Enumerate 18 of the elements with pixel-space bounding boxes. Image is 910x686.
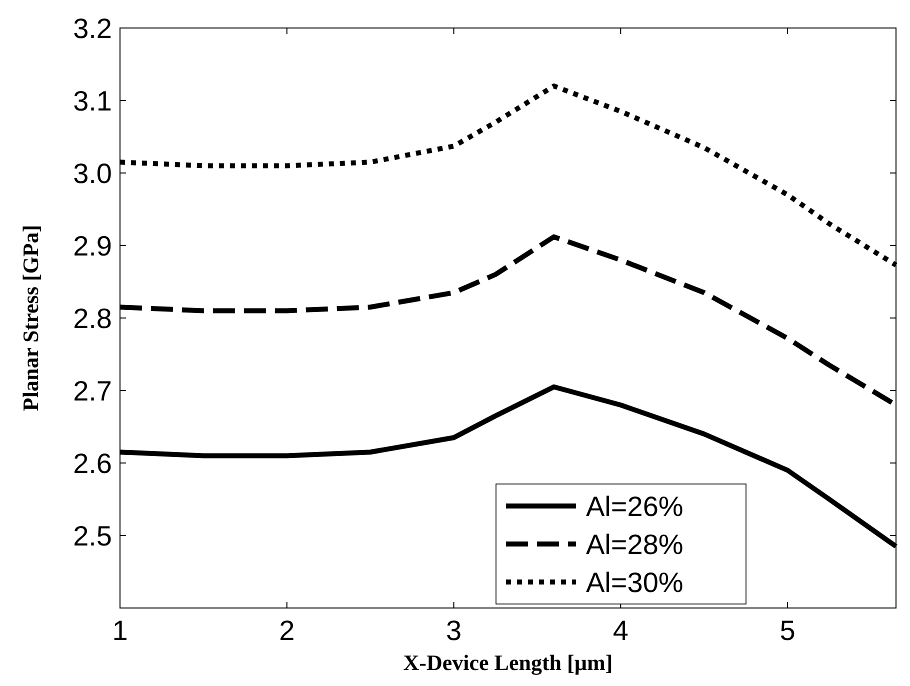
y-tick-label: 3.0: [73, 158, 112, 189]
x-tick-label: 4: [612, 615, 628, 646]
y-tick-label: 3.2: [73, 12, 112, 44]
y-tick-label: 2.9: [73, 230, 112, 262]
x-tick-label: 3: [446, 615, 462, 646]
x-tick-label: 1: [112, 615, 128, 646]
x-axis-title: X-Device Length [µm]: [403, 650, 613, 675]
y-tick-label: 2.8: [73, 302, 112, 334]
y-tick-label: 2.5: [73, 520, 112, 552]
legend-label: Al=28%: [586, 528, 684, 560]
y-tick-label: 3.1: [73, 85, 112, 116]
y-tick-label: 2.7: [73, 375, 112, 406]
y-tick-label: 2.6: [73, 448, 112, 479]
y-axis-title: Planar Stress [GPa]: [18, 224, 43, 412]
legend-label: Al=26%: [586, 490, 684, 522]
x-tick-label: 5: [780, 615, 796, 646]
x-tick-label: 2: [279, 615, 295, 646]
legend-label: Al=30%: [586, 566, 684, 598]
